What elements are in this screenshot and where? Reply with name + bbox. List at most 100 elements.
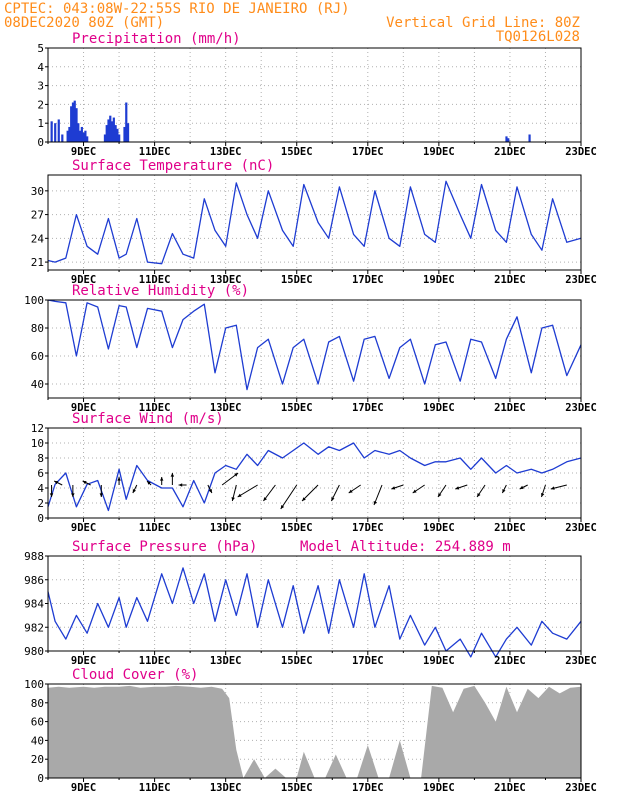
- x-tick-label: 21DEC: [494, 402, 526, 414]
- panel-title: Surface Wind (m/s): [72, 411, 224, 427]
- y-tick-label: 40: [31, 378, 44, 391]
- wind-arrow-head: [438, 493, 442, 497]
- wind-arrow: [263, 484, 276, 502]
- wind-arrow: [132, 484, 138, 494]
- precip-bar: [507, 138, 510, 142]
- precip-bar: [112, 117, 115, 142]
- wind-arrow: [330, 484, 340, 502]
- x-tick-label: 13DEC: [210, 782, 242, 794]
- x-tick-label: 11DEC: [139, 274, 171, 286]
- x-tick-label: 9DEC: [71, 655, 96, 667]
- wind-arrow: [160, 477, 164, 485]
- x-tick-label: 11DEC: [139, 402, 171, 414]
- wind-arrow-head: [231, 497, 235, 501]
- x-tick-label: 17DEC: [352, 655, 384, 667]
- wind-arrow-head: [477, 493, 481, 497]
- wind-arrow: [550, 484, 567, 490]
- precip-bar: [61, 134, 64, 142]
- x-tick-label: 21DEC: [494, 655, 526, 667]
- precip-bar: [103, 134, 107, 142]
- y-tick-label: 24: [31, 232, 45, 245]
- panel-temp: 21 24 27 30 9DEC 11DEC 13DEC 15DEC 17DEC 19DEC 21D…: [31, 158, 597, 286]
- y-tick-label: 2: [37, 98, 44, 111]
- precip-bar: [80, 126, 83, 142]
- precip-bar: [70, 106, 73, 142]
- y-tick-label: 4: [37, 61, 44, 74]
- wind-arrow: [146, 480, 152, 486]
- x-tick-label: 19DEC: [423, 274, 455, 286]
- y-tick-label: 0: [37, 512, 44, 525]
- wind-arrow-head: [373, 501, 377, 505]
- wind-arrow-shaft: [237, 484, 258, 498]
- x-tick-label: 17DEC: [352, 782, 384, 794]
- wind-arrow-head: [502, 489, 506, 493]
- wind-arrow: [178, 483, 187, 487]
- x-tick-label: 19DEC: [423, 146, 455, 158]
- y-tick-label: 21: [31, 256, 44, 269]
- y-tick-label: 4: [37, 482, 44, 495]
- wind-arrow: [221, 472, 239, 486]
- wind-arrow: [455, 484, 468, 490]
- x-tick-label: 17DEC: [352, 146, 384, 158]
- precip-bar: [71, 102, 75, 142]
- panel-frame: [47, 555, 582, 652]
- wind-arrow: [501, 484, 507, 494]
- precip-bar: [528, 134, 531, 142]
- y-tick-label: 2: [37, 497, 44, 510]
- panel-pres: 980 982 984 986 988 9DEC 11DEC 13DEC 15DEC 17DEC 1…: [24, 539, 597, 667]
- x-tick-label: 19DEC: [423, 782, 455, 794]
- x-tick-label: 21DEC: [494, 522, 526, 534]
- wind-arrow-head: [302, 497, 306, 501]
- wind-arrow-head: [132, 489, 136, 493]
- precip-bar: [116, 128, 119, 142]
- precip-bar: [73, 100, 76, 142]
- precip-bar: [78, 130, 82, 142]
- wind-arrow: [437, 484, 447, 498]
- y-tick-label: 984: [24, 598, 44, 611]
- y-tick-label: 20: [31, 753, 44, 766]
- precip-bar: [57, 119, 60, 142]
- precip-bar: [75, 108, 78, 142]
- x-tick-label: 9DEC: [71, 146, 96, 158]
- x-tick-label: 23DEC: [565, 782, 597, 794]
- panel-title: Surface Pressure (hPa): [72, 539, 257, 555]
- header-date: 08DEC2020 80Z (GMT): [4, 15, 164, 31]
- wind-arrow-head: [331, 497, 335, 501]
- precip-bar: [84, 130, 87, 142]
- y-tick-label: 80: [31, 697, 44, 710]
- x-tick-label: 9DEC: [71, 522, 96, 534]
- y-tick-label: 3: [37, 80, 44, 93]
- precip-bar: [86, 136, 89, 142]
- wind-arrow-head: [412, 489, 417, 493]
- y-tick-label: 986: [24, 574, 44, 587]
- panel-annotation: Model Altitude: 254.889 m: [300, 539, 511, 555]
- x-tick-label: 15DEC: [281, 655, 313, 667]
- x-tick-label: 9DEC: [71, 402, 96, 414]
- precip-bar: [505, 136, 508, 142]
- precip-bar: [107, 119, 110, 142]
- header-code: TQ0126L028: [496, 29, 580, 45]
- x-tick-label: 15DEC: [281, 146, 313, 158]
- wind-arrow-head: [49, 493, 54, 497]
- x-tick-label: 13DEC: [210, 522, 242, 534]
- wind-arrow: [348, 484, 361, 494]
- x-tick-label: 23DEC: [565, 522, 597, 534]
- y-tick-label: 980: [24, 645, 44, 658]
- x-tick-label: 17DEC: [352, 522, 384, 534]
- rh-line: [47, 299, 582, 391]
- wind-arrow-head: [391, 486, 396, 490]
- precip-bar: [125, 102, 128, 142]
- x-tick-label: 23DEC: [565, 402, 597, 414]
- wind-arrow-head: [541, 493, 545, 497]
- x-tick-label: 9DEC: [71, 274, 96, 286]
- y-tick-label: 0: [37, 772, 44, 785]
- wind-arrow: [540, 484, 546, 498]
- panel-frame: [47, 427, 582, 519]
- x-tick-label: 17DEC: [352, 274, 384, 286]
- x-tick-label: 11DEC: [139, 782, 171, 794]
- wind-arrow: [82, 480, 91, 486]
- y-tick-label: 10: [31, 437, 44, 450]
- x-tick-label: 23DEC: [565, 146, 597, 158]
- wind-arrow-head: [178, 483, 183, 487]
